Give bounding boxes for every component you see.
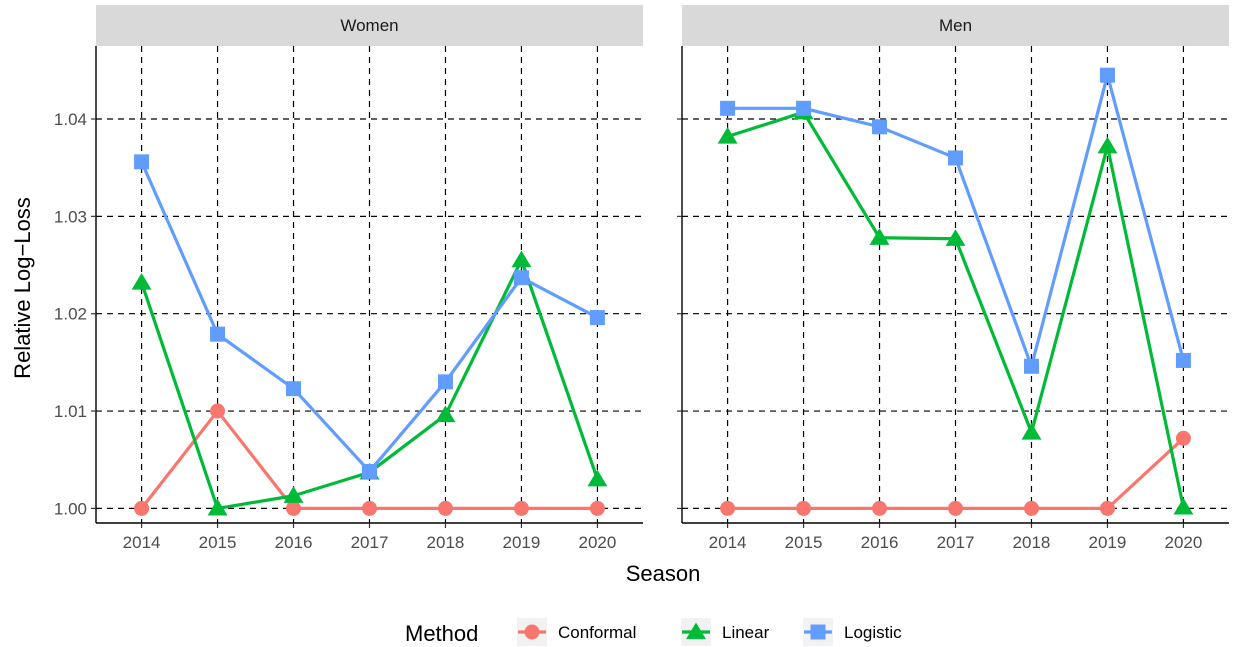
data-point <box>948 500 963 516</box>
data-point <box>131 273 152 290</box>
x-tick-label: 2015 <box>199 533 237 552</box>
y-tick-label: 1.01 <box>54 402 87 421</box>
data-point <box>210 326 226 342</box>
data-point <box>207 498 228 516</box>
series-conformal <box>720 430 1191 516</box>
data-point <box>1097 136 1118 154</box>
x-tick-label: 2014 <box>123 533 161 552</box>
data-point <box>948 150 963 166</box>
data-point <box>720 500 736 516</box>
y-tick-label: 1.00 <box>54 499 87 518</box>
data-point <box>1099 67 1115 83</box>
data-point <box>589 310 605 326</box>
data-point <box>437 374 453 390</box>
x-tick-label: 2019 <box>1089 533 1127 552</box>
panel-women: Women 1.00 1.01 1.02 1.03 1.04 2014 2015 2016 201… <box>54 5 643 552</box>
data-point <box>587 469 608 487</box>
legend-label: Linear <box>722 623 770 642</box>
series-logistic <box>720 67 1191 374</box>
legend-entry-conformal: Conformal <box>517 618 636 646</box>
y-tick-label: 1.03 <box>54 207 87 226</box>
data-point <box>1023 358 1039 374</box>
data-point <box>362 463 377 479</box>
data-point <box>869 228 890 245</box>
x-tick-label: 2016 <box>275 533 313 552</box>
legend-entry-linear: Linear <box>681 618 770 646</box>
series-conformal <box>134 403 605 516</box>
legend-key-marker <box>524 624 540 640</box>
legend: Method Conformal Linear Logistic <box>405 618 902 646</box>
x-tick-label: 2016 <box>861 533 899 552</box>
panel-men: Men 2014 2015 2016 2017 2018 2019 2020 <box>677 5 1229 552</box>
data-point <box>872 500 888 516</box>
strip-label: Men <box>939 16 972 35</box>
x-tick-label: 2020 <box>1165 533 1203 552</box>
data-point <box>589 500 605 516</box>
data-point <box>286 500 302 516</box>
x-axis-title: Season <box>626 561 701 586</box>
strip-background <box>682 5 1229 46</box>
data-point <box>872 119 888 135</box>
data-point <box>796 500 812 516</box>
y-tick-label: 1.02 <box>54 305 87 324</box>
strip-background <box>96 5 643 46</box>
data-point <box>945 229 966 246</box>
data-point <box>1173 497 1194 515</box>
data-point <box>210 403 226 419</box>
data-point <box>283 486 304 503</box>
data-point <box>720 100 736 116</box>
data-point <box>286 381 302 397</box>
data-point <box>362 500 377 516</box>
x-tick-label: 2015 <box>785 533 823 552</box>
data-point <box>1021 422 1042 440</box>
data-point <box>796 100 812 116</box>
series-logistic <box>134 154 605 479</box>
data-point <box>134 154 150 170</box>
data-point <box>1175 352 1191 368</box>
legend-entry-logistic: Logistic <box>803 618 902 646</box>
x-tick-label: 2014 <box>709 533 747 552</box>
legend-key-marker <box>686 622 706 640</box>
data-point <box>437 500 453 516</box>
legend-label: Conformal <box>558 623 636 642</box>
x-tick-label: 2019 <box>503 533 541 552</box>
data-point <box>1023 500 1039 516</box>
data-point <box>511 250 532 268</box>
data-point <box>717 127 738 144</box>
x-tick-label: 2017 <box>937 533 975 552</box>
y-tick-label: 1.04 <box>54 110 87 129</box>
data-point <box>435 405 456 423</box>
x-tick-label: 2018 <box>1013 533 1051 552</box>
data-point <box>513 500 529 516</box>
data-point <box>1175 430 1191 446</box>
x-tick-label: 2018 <box>427 533 465 552</box>
facet-panels: Women 1.00 1.01 1.02 1.03 1.04 2014 2015 2016 201… <box>54 5 1229 552</box>
y-axis-title: Relative Log−Loss <box>10 197 35 379</box>
gridlines <box>96 46 643 523</box>
data-point <box>1099 500 1115 516</box>
strip-label: Women <box>340 16 398 35</box>
data-point <box>513 270 529 286</box>
legend-title: Method <box>405 621 478 646</box>
x-tick-label: 2020 <box>579 533 617 552</box>
legend-label: Logistic <box>844 623 902 642</box>
legend-key-marker <box>810 624 826 640</box>
x-tick-label: 2017 <box>351 533 389 552</box>
data-point <box>134 500 150 516</box>
